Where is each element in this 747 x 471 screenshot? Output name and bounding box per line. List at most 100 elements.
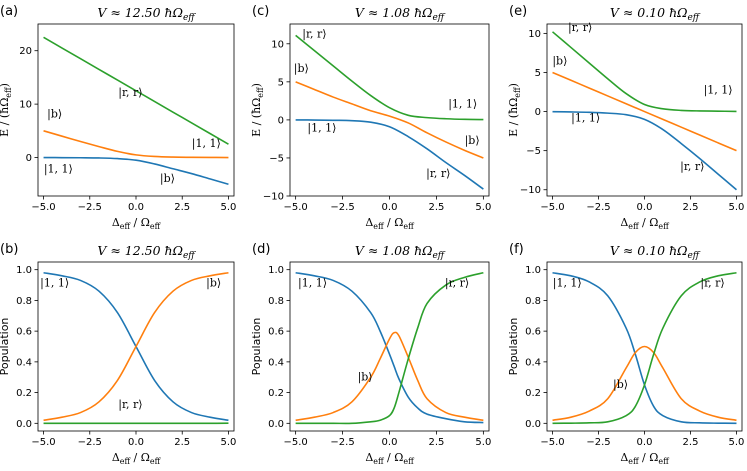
y-axis-label: Population xyxy=(250,318,263,376)
y-tick-label: 0.2 xyxy=(16,388,32,399)
y-tick-label: 0.4 xyxy=(268,357,284,368)
y-tick-label: 5 xyxy=(278,77,284,88)
y-tick-label: −10 xyxy=(520,185,541,196)
series-line xyxy=(295,331,484,422)
y-tick-label: 0 xyxy=(26,153,32,164)
x-tick-label: 0.0 xyxy=(637,437,653,448)
panel-label: (c) xyxy=(252,4,269,19)
state-annotation: |r, r⟩ xyxy=(426,167,450,181)
x-tick-label: −5.0 xyxy=(283,437,307,448)
x-tick-label: −2.5 xyxy=(78,202,102,213)
state-annotation: |b⟩ xyxy=(206,277,221,291)
y-tick-label: 0.6 xyxy=(16,327,32,338)
y-tick-label: 1.0 xyxy=(16,265,32,276)
y-tick-label: −5 xyxy=(269,153,284,164)
panel-title: V ≈ 0.10 ħΩeff​ xyxy=(610,243,701,261)
state-annotation: |r, r⟩ xyxy=(302,28,326,42)
x-tick-label: 2.5 xyxy=(428,202,444,213)
x-tick-label: −5.0 xyxy=(283,202,307,213)
y-axis-label: Population xyxy=(507,318,520,376)
x-tick-label: 2.5 xyxy=(428,437,444,448)
series-line xyxy=(552,71,737,152)
x-tick-label: −2.5 xyxy=(330,202,354,213)
panel-d: −5.0 −2.5 0.0 2.5 5.0 0.0 0.2 0.4 0.6 0.8 1.0 V ≈ 1… xyxy=(250,242,491,466)
panel-label: (d) xyxy=(252,242,270,257)
y-tick-label: 0.0 xyxy=(16,419,32,430)
y-tick-label: 0.4 xyxy=(16,357,32,368)
x-tick-label: −2.5 xyxy=(78,437,102,448)
series-line xyxy=(552,271,737,425)
series-line xyxy=(295,34,484,121)
series-line xyxy=(552,110,737,191)
x-axis-label: Δeff​ / Ωeff​ xyxy=(620,451,670,466)
x-axis-label: Δeff​ / Ωeff​ xyxy=(112,216,162,231)
panel-e: −5.0 −2.5 0.0 2.5 5.0 −10 −5 0 5 10 V ≈ 0.10 ħΩeff… xyxy=(507,4,744,231)
y-tick-label: −5 xyxy=(526,146,541,157)
x-tick-label: 0.0 xyxy=(128,202,144,213)
x-axis-label: Δeff​ / Ωeff​ xyxy=(620,216,670,231)
series-line xyxy=(295,81,484,159)
x-tick-label: 2.5 xyxy=(683,437,699,448)
x-tick-label: 5.0 xyxy=(220,437,236,448)
x-tick-label: 2.5 xyxy=(174,202,190,213)
series-line xyxy=(295,119,484,190)
series-line xyxy=(295,271,484,425)
state-annotation: |1, 1⟩ xyxy=(307,121,336,135)
panel-title: V ≈ 1.08 ħΩeff​ xyxy=(355,5,446,23)
panel-label: (f) xyxy=(509,242,524,257)
series-line xyxy=(295,271,484,424)
series-line xyxy=(43,156,229,186)
x-tick-label: 0.0 xyxy=(382,437,398,448)
x-tick-label: −2.5 xyxy=(586,202,610,213)
y-tick-label: 0.6 xyxy=(268,327,284,338)
x-tick-label: −5.0 xyxy=(540,202,564,213)
x-tick-label: 2.5 xyxy=(683,202,699,213)
state-annotation: |b⟩ xyxy=(613,378,628,392)
panel-label: (b) xyxy=(0,242,18,257)
state-annotation: |1, 1⟩ xyxy=(192,137,221,151)
y-axis-label: E / (ħΩeff​) xyxy=(250,83,265,137)
series-line xyxy=(43,271,229,422)
state-annotation: |b⟩ xyxy=(552,55,567,69)
panel-title: V ≈ 12.50 ħΩeff​ xyxy=(97,243,196,261)
state-annotation: |1, 1⟩ xyxy=(553,277,582,291)
y-tick-label: 10 xyxy=(19,100,32,111)
x-tick-label: 0.0 xyxy=(382,202,398,213)
series-line xyxy=(552,271,737,425)
y-tick-label: 0 xyxy=(278,115,284,126)
state-annotation: |1, 1⟩ xyxy=(40,277,69,291)
panel-a: −5.0 −2.5 0.0 2.5 5.0 0 10 20 V ≈ 12.50 ħΩeff​ (a… xyxy=(0,4,236,231)
x-tick-label: 5.0 xyxy=(475,202,491,213)
x-tick-label: 5.0 xyxy=(729,437,745,448)
panel-label: (a) xyxy=(0,4,18,19)
state-annotation: |r, r⟩ xyxy=(445,277,469,291)
panel-label: (e) xyxy=(509,4,527,19)
state-annotation: |1, 1⟩ xyxy=(571,112,600,126)
panel-title: V ≈ 12.50 ħΩeff​ xyxy=(97,5,196,23)
y-tick-label: 0.6 xyxy=(525,327,541,338)
y-tick-label: 10 xyxy=(271,39,284,50)
x-tick-label: 5.0 xyxy=(729,202,745,213)
series-line xyxy=(552,345,737,422)
state-annotation: |r, r⟩ xyxy=(118,398,142,412)
y-tick-label: 0.4 xyxy=(525,357,541,368)
x-tick-label: 0.0 xyxy=(637,202,653,213)
series-line xyxy=(43,36,229,145)
series-line xyxy=(43,130,229,159)
x-tick-label: −5.0 xyxy=(31,437,55,448)
y-tick-label: 1.0 xyxy=(268,265,284,276)
x-axis-label: Δeff​ / Ωeff​ xyxy=(365,451,415,466)
state-annotation: |b⟩ xyxy=(47,107,62,121)
x-axis-label: Δeff​ / Ωeff​ xyxy=(365,216,415,231)
state-annotation: |b⟩ xyxy=(160,172,175,186)
state-annotation: |b⟩ xyxy=(465,134,480,148)
y-tick-label: 0.8 xyxy=(16,296,32,307)
y-tick-label: 0.0 xyxy=(268,419,284,430)
y-tick-label: 0.2 xyxy=(268,388,284,399)
y-tick-label: 20 xyxy=(19,46,32,57)
y-tick-label: 0 xyxy=(535,107,541,118)
y-tick-label: 0.8 xyxy=(525,296,541,307)
panel-b: −5.0 −2.5 0.0 2.5 5.0 0.0 0.2 0.4 0.6 0.8 1.0 V ≈ 1… xyxy=(0,242,236,466)
state-annotation: |b⟩ xyxy=(294,62,309,76)
